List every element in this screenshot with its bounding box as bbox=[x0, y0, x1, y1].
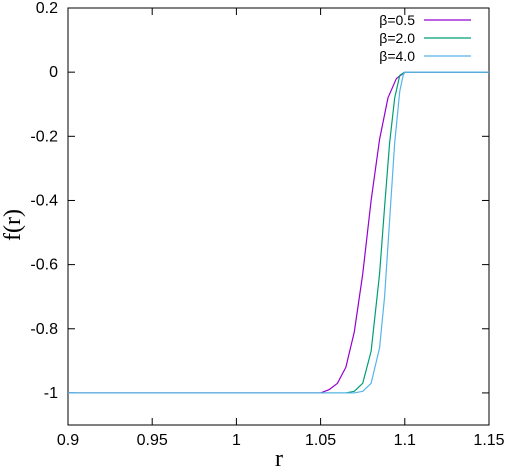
legend-label: β=4.0 bbox=[379, 48, 415, 64]
legend-label: β=2.0 bbox=[379, 30, 415, 46]
y-tick-label: 0.2 bbox=[36, 0, 58, 17]
legend-label: β=0.5 bbox=[379, 12, 415, 28]
plot-frame bbox=[68, 8, 489, 425]
x-tick-label: 1.05 bbox=[305, 432, 336, 449]
x-tick-label: 1.1 bbox=[394, 432, 416, 449]
y-tick-label: -0.8 bbox=[30, 321, 58, 338]
y-tick-label: -0.2 bbox=[30, 128, 58, 145]
legend: β=0.5 β=2.0 β=4.0 bbox=[379, 12, 471, 64]
y-tick-label: 0 bbox=[49, 64, 58, 81]
series-line bbox=[68, 72, 489, 393]
y-tick-label: -0.6 bbox=[30, 257, 58, 274]
y-axis-title: f(r) bbox=[0, 209, 26, 241]
x-tick-label: 1.15 bbox=[473, 432, 504, 449]
series-line bbox=[68, 72, 489, 393]
y-tick-label: -1 bbox=[44, 385, 58, 402]
ticks: 0.9 0.95 1 1.05 1.1 1.15 0.2 0 -0.2 -0.4 -0.6 -0.8 -… bbox=[30, 0, 504, 449]
y-tick-label: -0.4 bbox=[30, 192, 58, 209]
x-axis-title: r bbox=[275, 446, 283, 468]
x-tick-label: 0.9 bbox=[57, 432, 79, 449]
x-tick-label: 1 bbox=[232, 432, 241, 449]
series-lines bbox=[68, 72, 489, 393]
series-line bbox=[68, 72, 489, 393]
x-tick-label: 0.95 bbox=[137, 432, 168, 449]
